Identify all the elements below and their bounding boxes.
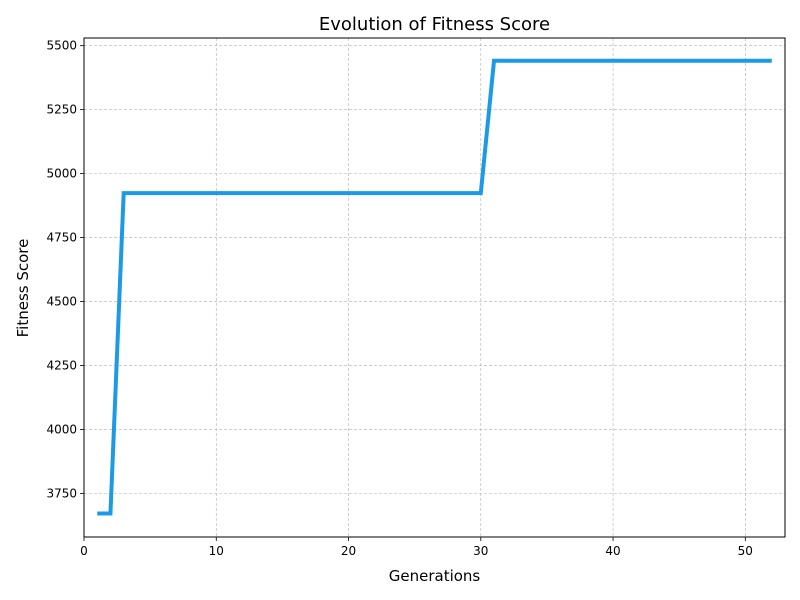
grid-layer: [83, 38, 785, 537]
y-tick-label: 4250: [46, 359, 77, 373]
x-tick-label: 0: [80, 544, 88, 558]
y-tick-label: 5500: [46, 39, 77, 53]
x-tick-label: 40: [605, 544, 620, 558]
y-tick-label: 5000: [46, 167, 77, 181]
x-axis-ticks: 0 10 20 30 40 50: [80, 537, 753, 558]
x-axis-label: Generations: [389, 567, 481, 585]
plot-frame: [83, 37, 786, 538]
series-layer: [97, 58, 772, 516]
x-tick-label: 10: [209, 544, 224, 558]
fitness-series-line: [97, 58, 772, 516]
x-tick-label: 50: [738, 544, 753, 558]
y-tick-label: 5250: [46, 103, 77, 117]
y-axis-ticks: 3750 4000 4250 4500 4750 5000 5250 5500: [46, 39, 84, 500]
x-tick-label: 30: [473, 544, 488, 558]
y-tick-label: 4750: [46, 231, 77, 245]
chart-title: Evolution of Fitness Score: [319, 14, 550, 35]
x-tick-label: 20: [341, 544, 356, 558]
y-axis-label: Fitness Score: [14, 239, 32, 338]
y-tick-label: 3750: [46, 486, 77, 500]
y-tick-label: 4500: [46, 295, 77, 309]
y-tick-label: 4000: [46, 423, 77, 437]
